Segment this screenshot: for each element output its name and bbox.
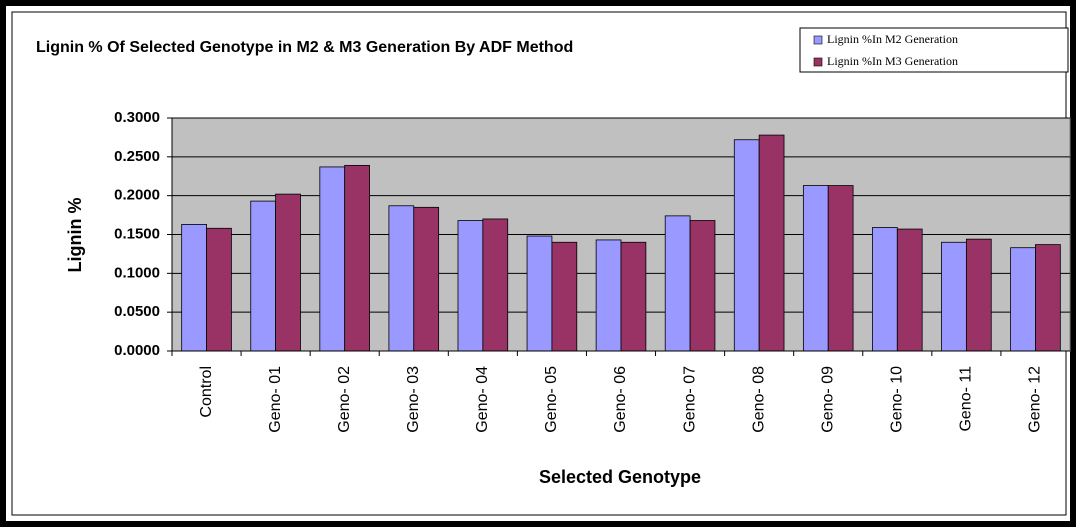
x-tick-label: Geno- 10 — [889, 366, 906, 433]
x-tick-label: Geno- 08 — [750, 366, 767, 433]
y-tick-label: 0.2500 — [114, 148, 160, 165]
bar — [664, 215, 691, 352]
bar — [872, 227, 898, 352]
bar — [206, 227, 232, 352]
legend-swatch — [813, 57, 823, 67]
x-tick-label: Control — [198, 366, 215, 418]
x-tick-label: Geno- 01 — [267, 366, 284, 433]
x-tick-label: Geno- 06 — [612, 366, 629, 433]
chart-title: Lignin % Of Selected Genotype in M2 & M3… — [36, 39, 573, 56]
bar — [482, 218, 509, 352]
bar — [620, 241, 647, 352]
bar — [457, 220, 484, 352]
bar — [181, 224, 207, 352]
x-tick-label: Geno- 09 — [819, 366, 836, 433]
x-tick-label: Geno- 02 — [336, 366, 353, 433]
y-tick-label: 0.1000 — [114, 264, 160, 281]
bar — [689, 220, 716, 352]
bar — [896, 228, 923, 352]
y-axis-title: Lignin % — [65, 198, 85, 273]
bar — [1035, 244, 1061, 352]
bar — [250, 200, 277, 352]
bar — [965, 238, 992, 352]
bar — [758, 134, 785, 352]
x-tick-label: Geno- 12 — [1027, 366, 1044, 433]
bar — [344, 164, 370, 352]
x-axis-title: Selected Genotype — [539, 467, 701, 487]
bar — [827, 185, 854, 352]
bar — [733, 139, 760, 352]
bar — [1010, 247, 1036, 352]
x-tick-label: Geno- 05 — [543, 366, 560, 433]
bar — [388, 205, 415, 352]
legend-swatch — [813, 35, 823, 45]
x-tick-label: Geno- 03 — [405, 366, 422, 433]
y-tick-label: 0.1500 — [114, 225, 160, 242]
bar — [941, 241, 967, 352]
y-tick-label: 0.0000 — [114, 342, 160, 359]
x-tick-label: Geno- 11 — [958, 366, 975, 432]
x-tick-label: Geno- 04 — [474, 366, 491, 433]
bar — [413, 206, 440, 352]
y-tick-label: 0.3000 — [114, 109, 160, 126]
bar — [551, 241, 578, 352]
x-tick-label: Geno- 07 — [681, 366, 698, 433]
bar — [319, 166, 346, 352]
legend-label: Lignin %In M3 Generation — [827, 54, 958, 68]
y-tick-label: 0.2000 — [114, 187, 160, 204]
legend-label: Lignin %In M2 Generation — [827, 32, 958, 46]
bar — [802, 185, 829, 352]
legend — [799, 27, 1069, 73]
bar — [275, 193, 301, 352]
bar — [595, 239, 622, 352]
bar — [526, 235, 553, 352]
y-tick-label: 0.0500 — [114, 303, 160, 320]
